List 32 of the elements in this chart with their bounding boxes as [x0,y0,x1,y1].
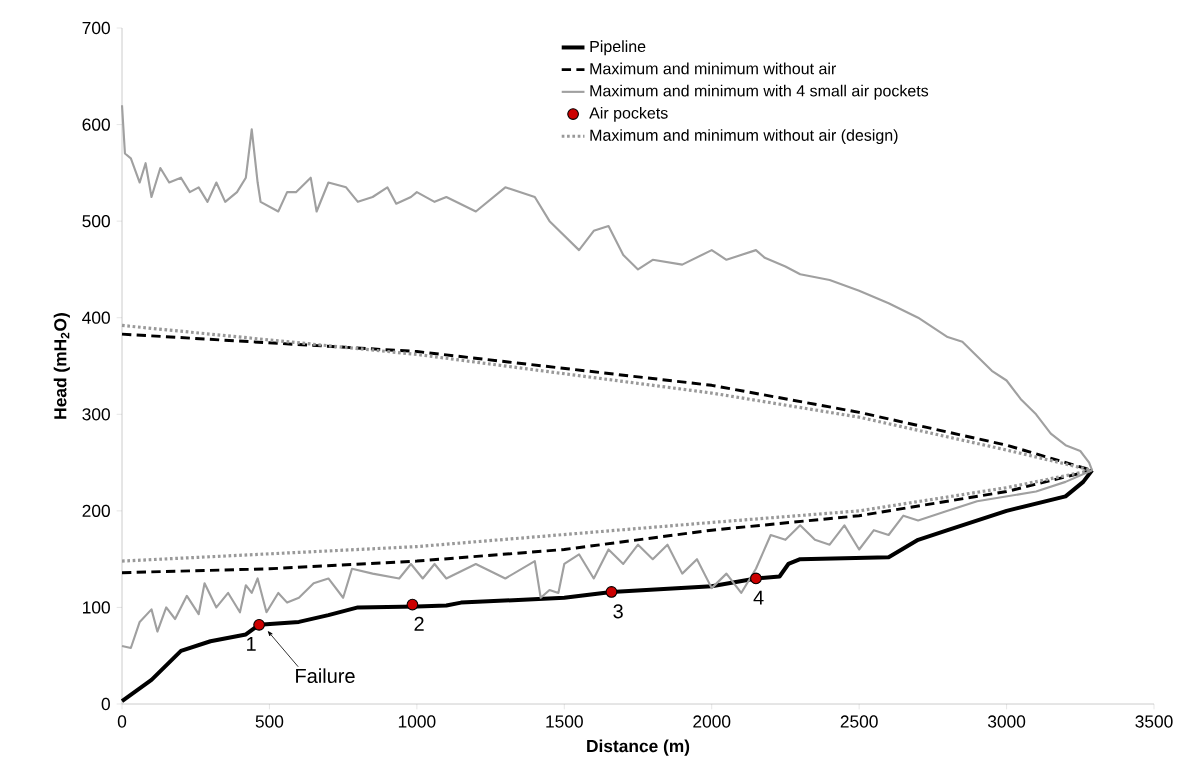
legend-label: Maximum and minimum without air [590,62,837,75]
x-tick-label: 3500 [1135,715,1173,728]
legend-label: Maximum and minimum with 4 small air pockets [590,84,929,100]
y-tick-label: 600 [82,118,110,131]
annotation: Failure [296,668,355,684]
y-tick-label: 300 [82,408,110,421]
x-tick-label: 0 [117,715,127,728]
point [406,598,419,611]
x-tick-label: 2000 [693,715,731,728]
annotation: 1 [247,637,256,651]
annotation: 2 [414,616,424,631]
x-tick-label: 1000 [398,715,436,728]
y-tick-label: 0 [101,697,110,711]
point [750,572,762,585]
x-axis-title: Distance (m) [587,739,690,756]
x-tick-label: 3000 [987,715,1026,728]
point [605,586,618,598]
annotation: 4 [753,590,764,605]
y-tick-label: 500 [82,215,110,228]
legend-label: Pipeline [590,40,646,56]
y-axis-title: Head (mH$_{2}$O) [53,313,70,419]
legend-label: Maximum and minimum without air (design) [590,129,898,145]
x-tick-label: 500 [255,715,284,728]
annotation: 3 [613,604,623,619]
y-tick-label: 200 [82,504,110,517]
point [253,618,265,631]
x-tick-label: 1500 [546,715,583,728]
legend-label: Air pockets [589,106,668,122]
y-tick-label: 700 [82,21,110,35]
y-tick-label: 100 [83,601,110,614]
x-tick-label: 2500 [840,715,878,728]
y-tick-label: 400 [82,311,110,324]
